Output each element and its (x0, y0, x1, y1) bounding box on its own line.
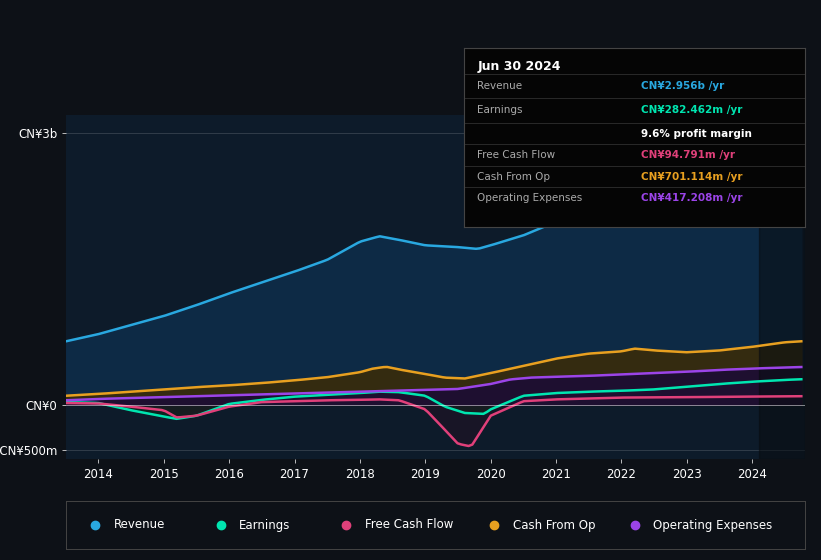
Text: CN¥282.462m /yr: CN¥282.462m /yr (641, 105, 742, 115)
Text: Earnings: Earnings (240, 519, 291, 531)
Bar (759, 115, 805, 459)
Text: CN¥417.208m /yr: CN¥417.208m /yr (641, 193, 742, 203)
Text: Cash From Op: Cash From Op (478, 171, 551, 181)
Text: CN¥2.956b /yr: CN¥2.956b /yr (641, 81, 724, 91)
Text: 9.6% profit margin: 9.6% profit margin (641, 129, 752, 139)
Text: Revenue: Revenue (113, 519, 165, 531)
Text: Free Cash Flow: Free Cash Flow (365, 519, 453, 531)
Text: Free Cash Flow: Free Cash Flow (478, 150, 556, 160)
Text: Revenue: Revenue (478, 81, 523, 91)
Text: CN¥94.791m /yr: CN¥94.791m /yr (641, 150, 735, 160)
Text: Cash From Op: Cash From Op (512, 519, 595, 531)
Text: Earnings: Earnings (478, 105, 523, 115)
Text: CN¥701.114m /yr: CN¥701.114m /yr (641, 171, 742, 181)
Text: Operating Expenses: Operating Expenses (654, 519, 773, 531)
Text: Operating Expenses: Operating Expenses (478, 193, 583, 203)
Text: Jun 30 2024: Jun 30 2024 (478, 60, 561, 73)
